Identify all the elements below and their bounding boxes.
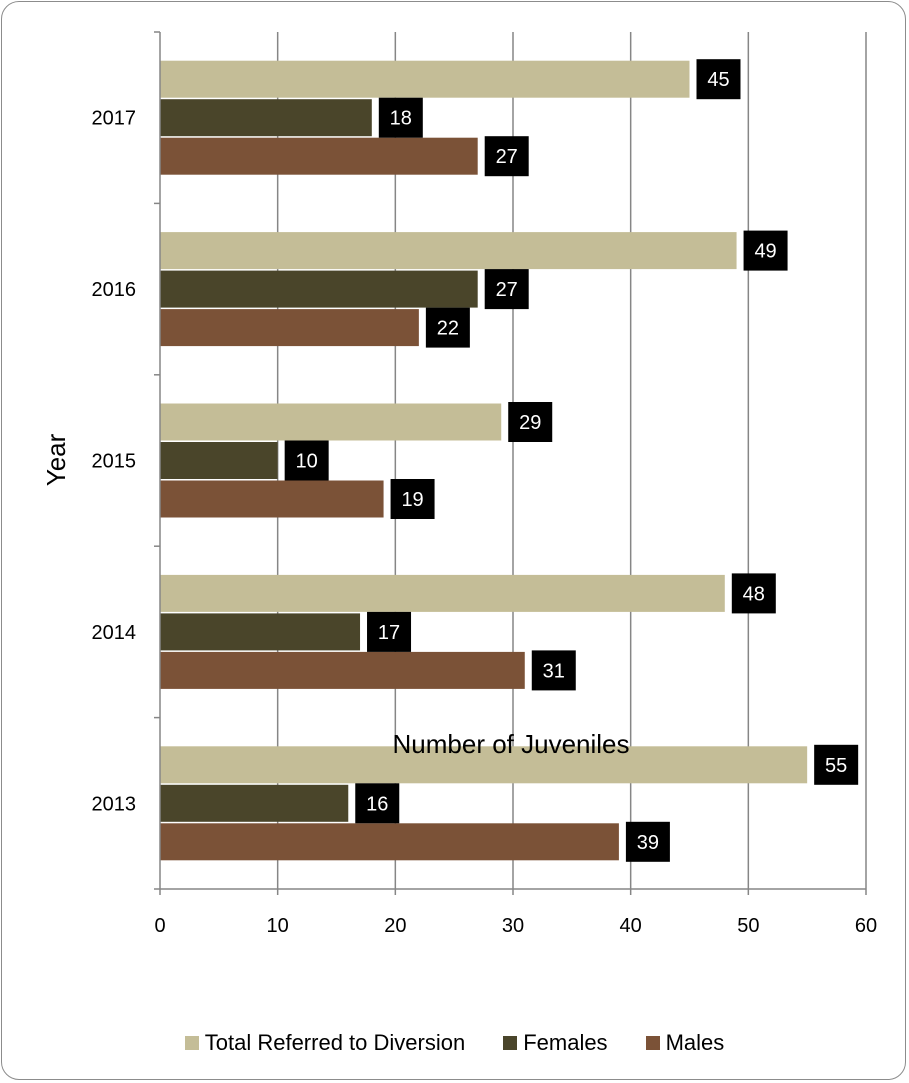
bar (160, 651, 525, 689)
data-label-box (625, 821, 670, 862)
data-label: 10 (296, 451, 318, 473)
y-axis-title: Year (41, 433, 71, 486)
data-label-box (508, 402, 553, 442)
data-label-box (814, 744, 859, 785)
bar (160, 232, 737, 270)
bar (160, 442, 278, 479)
legend: Total Referred to Diversion Females Males (0, 1030, 909, 1056)
data-label-box (378, 97, 423, 138)
bar (160, 613, 361, 651)
x-axis-title: Number of Juveniles (393, 729, 630, 759)
x-tick-label: 50 (737, 915, 759, 937)
data-label-box (425, 307, 470, 348)
bar (160, 480, 384, 518)
data-label-box (367, 611, 412, 652)
bar (160, 137, 478, 175)
data-label: 18 (390, 108, 412, 130)
legend-label: Males (665, 1030, 725, 1055)
bar (160, 403, 502, 441)
data-label: 27 (496, 146, 518, 168)
data-label-box (484, 269, 529, 310)
data-label: 39 (637, 832, 659, 854)
x-tick-label: 0 (154, 915, 165, 937)
data-label: 19 (401, 489, 423, 511)
legend-item: Males (645, 1030, 725, 1056)
x-tick-label: 30 (502, 915, 524, 937)
data-label: 22 (437, 318, 459, 340)
y-tick-label: 2017 (92, 108, 137, 130)
bar (160, 270, 478, 308)
x-tick-label: 60 (855, 915, 877, 937)
data-label-box (355, 783, 400, 824)
y-tick-label: 2014 (92, 622, 137, 644)
data-label-box (731, 573, 776, 614)
legend-item: Females (503, 1030, 608, 1056)
bar (160, 746, 808, 784)
bar (160, 823, 619, 861)
data-label-box (531, 650, 576, 691)
data-label-box (484, 136, 529, 177)
legend-swatch (645, 1036, 660, 1050)
y-tick-label: 2015 (92, 451, 137, 473)
data-label-box (743, 230, 788, 271)
legend-label: Total Referred to Diversion (204, 1030, 466, 1055)
bar-chart: 0 10 20 30 40 50 60 2013 2014 2015 2016 2017 55 16 39… (41, 31, 877, 937)
data-label: 31 (543, 660, 565, 682)
bar (160, 60, 690, 98)
bar (160, 99, 372, 137)
y-tick-label: 2013 (92, 793, 137, 815)
data-labels: 55 16 39 48 17 31 29 10 19 49 27 22 45 18 27 (284, 59, 859, 862)
legend-swatch (503, 1036, 518, 1050)
data-label: 27 (496, 279, 518, 301)
data-label-box (390, 479, 435, 519)
bar (160, 784, 349, 822)
data-label: 29 (519, 412, 541, 434)
data-label: 48 (743, 583, 765, 605)
bars (160, 60, 808, 861)
bar (160, 309, 419, 347)
x-tick-label: 20 (384, 915, 406, 937)
axes: 0 10 20 30 40 50 60 2013 2014 2015 2016 2017 (92, 31, 877, 937)
data-label-box (696, 59, 741, 100)
legend-swatch (184, 1036, 199, 1050)
y-tick-label: 2016 (92, 279, 137, 301)
data-label: 17 (378, 622, 400, 644)
data-label: 49 (754, 241, 776, 263)
data-label-box (284, 440, 329, 481)
data-label: 55 (825, 755, 847, 777)
data-label: 45 (707, 69, 729, 91)
legend-label: Females (523, 1030, 608, 1055)
x-tick-label: 40 (620, 915, 642, 937)
legend-item: Total Referred to Diversion (184, 1030, 466, 1056)
bar (160, 574, 725, 612)
data-label: 16 (366, 793, 388, 815)
x-tick-label: 10 (267, 915, 289, 937)
